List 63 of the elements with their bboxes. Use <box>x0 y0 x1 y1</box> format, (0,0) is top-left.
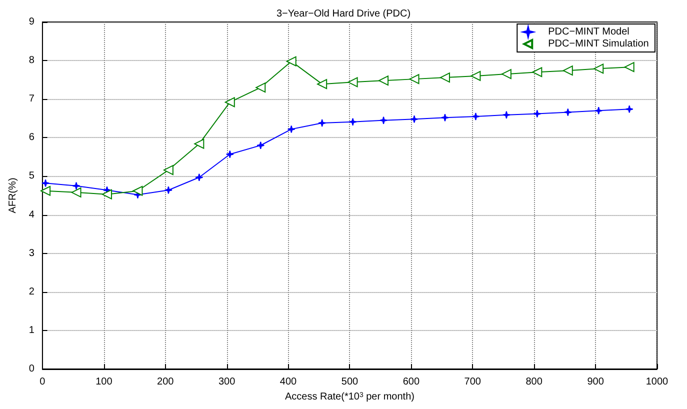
point <box>163 165 174 176</box>
point <box>226 150 234 158</box>
y-tick-label: 2 <box>28 286 35 298</box>
point <box>410 115 418 124</box>
point <box>564 108 572 116</box>
point <box>472 112 480 120</box>
legend-label: PDC−MINT Model <box>548 26 630 38</box>
x-tick-label: 600 <box>402 376 420 388</box>
point <box>256 82 266 93</box>
point <box>132 186 143 196</box>
y-tick-label: 8 <box>28 55 35 66</box>
point <box>286 56 296 66</box>
y-axis-title: AFR(%) <box>8 178 18 214</box>
point <box>470 70 481 81</box>
point <box>40 186 51 196</box>
point <box>624 62 634 72</box>
x-tick-label: 300 <box>218 376 236 388</box>
point <box>378 76 389 86</box>
point <box>256 141 265 150</box>
point <box>195 173 204 182</box>
y-tick-label: 4 <box>28 209 35 220</box>
y-tick-label: 6 <box>28 132 35 144</box>
x-tick-label: 700 <box>464 376 482 388</box>
point <box>380 116 388 124</box>
point <box>594 64 604 74</box>
point <box>440 72 450 83</box>
point <box>348 77 358 88</box>
point <box>318 119 326 128</box>
point <box>164 186 172 194</box>
x-tick-label: 800 <box>526 376 543 388</box>
point <box>348 118 357 126</box>
point <box>71 187 82 198</box>
point <box>562 66 573 76</box>
x-tick-label: 1000 <box>646 376 669 388</box>
point <box>409 74 420 84</box>
point <box>287 125 296 134</box>
y-tick-label: 1 <box>28 324 35 336</box>
x-tick-label: 0 <box>40 376 46 388</box>
point <box>72 182 80 190</box>
point <box>440 114 449 122</box>
point <box>532 67 542 78</box>
point <box>625 105 634 114</box>
point <box>533 110 542 118</box>
x-tick-label: 200 <box>157 376 174 388</box>
y-tick-label: 5 <box>28 170 35 182</box>
x-tick-label: 500 <box>341 376 359 388</box>
x-tick-label: 100 <box>96 376 113 388</box>
chart-title: 3−Year−Old Hard Drive (PDC) <box>276 8 411 20</box>
legend-label: PDC−MINT Simulation <box>548 38 649 50</box>
point <box>594 106 603 115</box>
point <box>224 97 235 108</box>
y-tick-label: 7 <box>28 94 35 105</box>
y-tick-label: 3 <box>28 248 35 259</box>
point <box>42 179 50 188</box>
x-tick-label: 400 <box>280 376 298 388</box>
point <box>502 110 510 119</box>
x-tick-label: 900 <box>587 376 604 388</box>
y-tick-label: 9 <box>28 16 35 28</box>
point <box>501 69 512 80</box>
point <box>102 189 112 200</box>
point <box>317 79 328 90</box>
point <box>194 138 204 149</box>
y-tick-label: 0 <box>28 364 35 374</box>
